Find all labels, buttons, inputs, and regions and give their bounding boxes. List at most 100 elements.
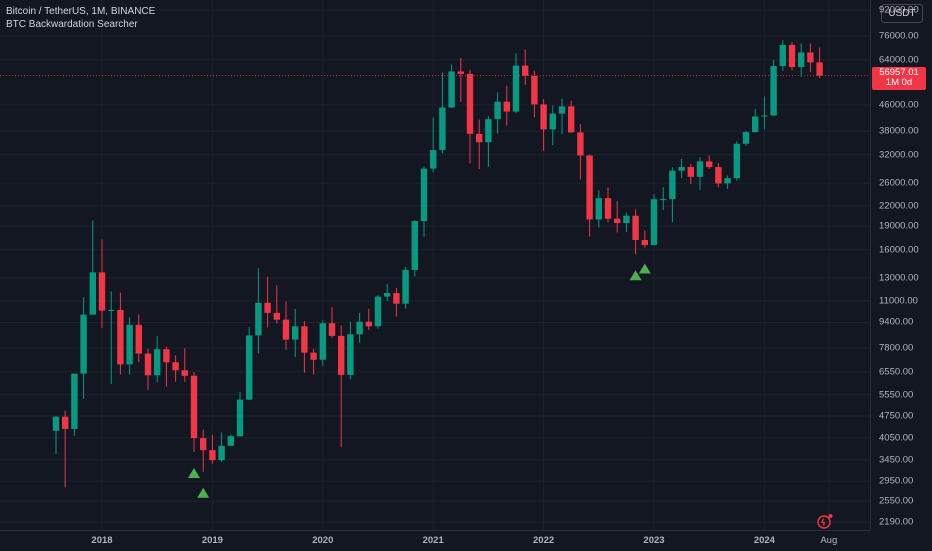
candle-body xyxy=(715,167,722,184)
candle-2023-03 xyxy=(669,167,676,223)
bar-countdown: 1M 0d xyxy=(885,76,913,88)
candle-body xyxy=(558,106,566,114)
candle-2021-08 xyxy=(494,92,501,134)
candle-body xyxy=(135,324,142,354)
candle-2017-08 xyxy=(52,416,60,454)
candle-body xyxy=(788,44,796,68)
time-axis[interactable]: 2018 2019 2020 2021 2022 2023 2024 Aug xyxy=(0,530,870,551)
candle-2019-10 xyxy=(292,309,299,358)
currency-button[interactable]: USDT xyxy=(881,4,923,23)
candle-body xyxy=(292,326,299,340)
candle-body xyxy=(457,71,464,74)
candle-2023-12 xyxy=(752,108,759,133)
candle-2018-12 xyxy=(200,429,207,472)
candle-2022-09 xyxy=(614,201,621,233)
candle-2020-09 xyxy=(393,288,400,317)
candle-2023-06 xyxy=(696,157,704,190)
last-price-value: 56957.01 xyxy=(879,66,919,78)
reset-chart-icon[interactable] xyxy=(814,512,834,530)
candle-body xyxy=(255,302,262,336)
candle-2019-11 xyxy=(301,321,308,373)
price-tick-label: 64000.00 xyxy=(879,54,919,66)
candle-body xyxy=(512,65,520,112)
candle-2019-07 xyxy=(264,276,271,328)
candle-2023-07 xyxy=(706,155,713,169)
candle-body xyxy=(384,293,391,297)
price-tick-label: 38000.00 xyxy=(879,125,919,137)
candle-2020-03 xyxy=(338,325,345,448)
candle-2018-08 xyxy=(163,346,170,387)
candle-2023-05 xyxy=(687,164,694,185)
candle-body xyxy=(89,272,96,315)
candle-2022-06 xyxy=(586,154,593,237)
time-tick-label: 2023 xyxy=(643,535,665,546)
candle-2022-12 xyxy=(641,230,648,248)
candle-2018-02 xyxy=(108,291,115,384)
candle-2023-04 xyxy=(678,159,685,179)
price-tick-label: 22000.00 xyxy=(879,200,919,212)
candle-2018-07 xyxy=(154,336,161,383)
candle-2020-08 xyxy=(384,283,391,301)
candle-2020-02 xyxy=(328,307,336,338)
price-axis[interactable]: USDT 92000.00 76000.00 64000.00 46000.00 380… xyxy=(870,0,932,530)
candle-body xyxy=(301,326,308,353)
candle-body xyxy=(485,119,492,143)
candle-2018-04 xyxy=(126,317,133,375)
candle-2019-03 xyxy=(227,434,234,446)
candle-2018-06 xyxy=(144,348,152,390)
candle-2020-05 xyxy=(356,312,363,343)
candle-body xyxy=(687,167,694,177)
candle-body xyxy=(420,168,428,222)
candle-body xyxy=(393,293,400,304)
chart-pane[interactable]: Bitcoin / TetherUS, 1M, BINANCE BTC Back… xyxy=(0,0,870,530)
candle-body xyxy=(476,133,483,143)
candle-body xyxy=(365,321,372,327)
candle-2018-05 xyxy=(135,314,142,363)
candle-2019-05 xyxy=(246,327,253,401)
price-tick-label: 16000.00 xyxy=(879,244,919,256)
candle-body xyxy=(761,115,768,117)
candle-2022-02 xyxy=(549,105,556,146)
candle-2017-11 xyxy=(80,297,87,399)
candle-2018-11 xyxy=(190,371,198,453)
candle-body xyxy=(660,199,667,201)
price-tick-label: 76000.00 xyxy=(879,30,919,42)
candle-2020-04 xyxy=(347,321,354,380)
candle-body xyxy=(402,269,409,304)
candle-2021-06 xyxy=(476,119,483,170)
price-tick-label: 9400.00 xyxy=(879,316,914,328)
candle-2024-03 xyxy=(779,40,786,71)
candle-2021-09 xyxy=(503,85,510,126)
candle-2024-05 xyxy=(798,43,805,77)
candle-body xyxy=(604,198,612,219)
candle-2021-07 xyxy=(485,116,492,167)
candle-body xyxy=(347,334,354,375)
price-tick-label: 2550.00 xyxy=(879,495,914,507)
candle-2022-11 xyxy=(632,209,639,255)
candle-body xyxy=(586,155,593,220)
candle-2020-12 xyxy=(420,166,428,237)
candlestick-chart[interactable] xyxy=(0,0,870,530)
time-tick-label: 2020 xyxy=(312,535,334,546)
candle-body xyxy=(356,321,363,335)
candle-2019-09 xyxy=(282,301,290,350)
indicator-title[interactable]: BTC Backwardation Searcher xyxy=(6,19,138,30)
symbol-title[interactable]: Bitcoin / TetherUS, 1M, BINANCE xyxy=(6,6,156,17)
candle-2019-04 xyxy=(236,392,244,437)
candle-body xyxy=(540,104,547,130)
candle-body xyxy=(724,178,731,184)
candle-body xyxy=(641,240,648,246)
candle-body xyxy=(227,436,234,446)
candle-2021-03 xyxy=(448,64,455,108)
candle-body xyxy=(181,370,188,376)
signal-triangle-2018-12 xyxy=(197,487,210,498)
time-tick-label: Aug xyxy=(820,535,838,546)
candle-body xyxy=(568,106,575,133)
candle-2019-02 xyxy=(218,432,225,463)
candle-2020-01 xyxy=(319,319,326,366)
candle-body xyxy=(494,101,501,120)
price-tick-label: 5550.00 xyxy=(879,389,914,401)
candle-body xyxy=(236,399,244,437)
candle-body xyxy=(117,309,124,365)
signal-triangle-2018-11 xyxy=(188,468,200,479)
